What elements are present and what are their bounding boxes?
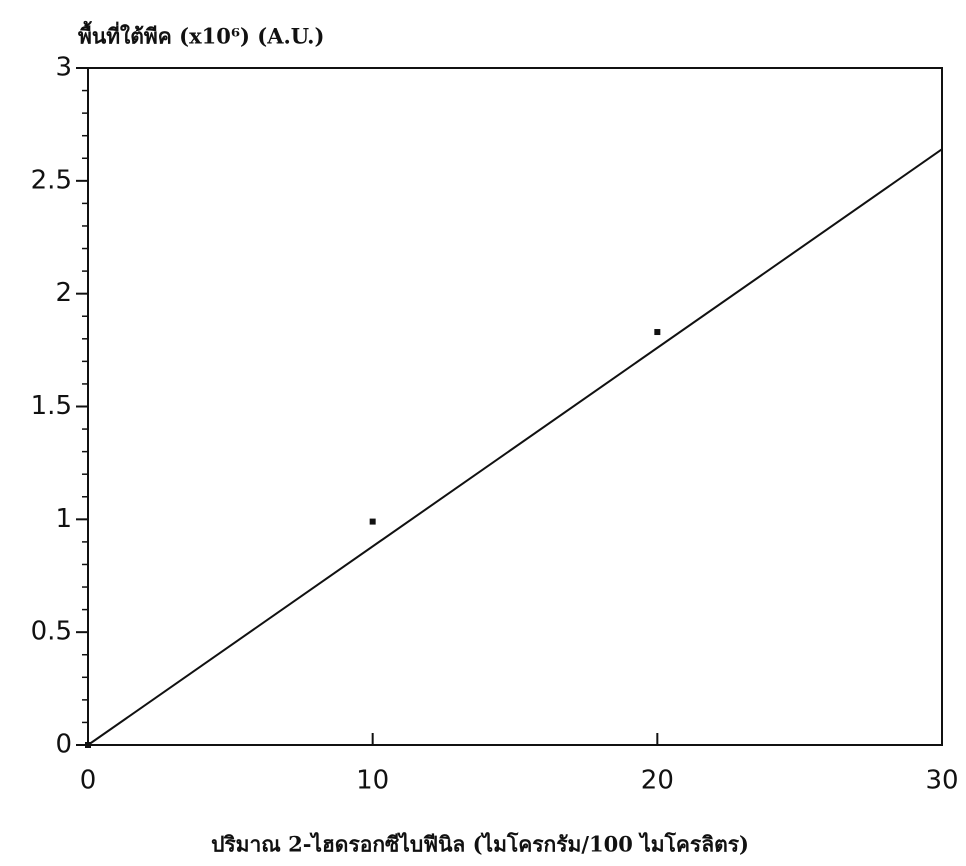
y-tick-label: 1 [55, 504, 72, 534]
y-tick-label: 2.5 [31, 165, 72, 195]
data-point [85, 742, 91, 748]
x-tick-label: 10 [356, 766, 389, 796]
data-point [654, 329, 660, 335]
y-tick-label: 2 [55, 278, 72, 308]
y-tick-label: 1.5 [31, 391, 72, 421]
fit-line [88, 149, 942, 745]
x-tick-label: 0 [80, 766, 97, 796]
x-axis-label: ปริมาณ 2-ไฮดรอกซีไบฟีนิล (ไมโครกรัม/100 … [211, 832, 749, 857]
y-tick-label: 3 [55, 53, 72, 83]
x-tick-label: 30 [925, 766, 958, 796]
data-point [370, 519, 376, 525]
x-tick-label: 20 [641, 766, 674, 796]
y-tick-label: 0 [55, 730, 72, 760]
y-axis-label: พื้นที่ใต้พีค (x10⁶) (A.U.) [78, 21, 324, 49]
plot-frame [88, 68, 942, 745]
y-tick-label: 0.5 [31, 617, 72, 647]
chart: พื้นที่ใต้พีค (x10⁶) (A.U.) ปริมาณ 2-ไฮด… [0, 0, 966, 866]
page: พื้นที่ใต้พีค (x10⁶) (A.U.) ปริมาณ 2-ไฮด… [0, 0, 966, 866]
